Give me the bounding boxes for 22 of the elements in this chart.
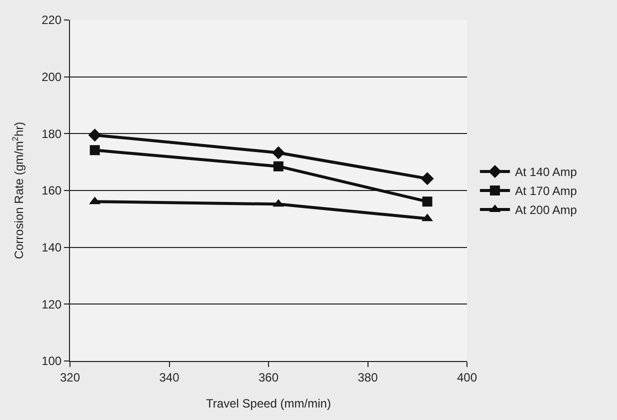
y-tick-label: 220 (42, 13, 62, 28)
point (273, 161, 284, 172)
x-tick-label: 380 (358, 370, 378, 384)
y-tick-label: 140 (42, 240, 62, 255)
y-tick-label: 100 (42, 354, 62, 368)
point (88, 128, 102, 142)
point (272, 146, 285, 160)
x-tick-label: 360 (258, 370, 279, 384)
legend-label: At 170 Amp (514, 184, 578, 198)
x-axis-title: Travel Speed (mm/min) (206, 396, 331, 410)
point (90, 145, 100, 156)
x-tick-label: 340 (159, 370, 180, 384)
point (422, 196, 432, 207)
y-tick-label: 180 (42, 126, 62, 141)
legend-label: At 140 Amp (514, 165, 578, 180)
y-tick-label: 200 (42, 70, 62, 84)
x-tick-label: 400 (456, 370, 478, 384)
point (420, 172, 434, 186)
y-tick-label: 160 (42, 184, 62, 198)
x-tick-label: 320 (60, 370, 80, 384)
y-tick-label: 120 (42, 297, 62, 312)
legend-label: At 200 Amp (514, 203, 578, 218)
